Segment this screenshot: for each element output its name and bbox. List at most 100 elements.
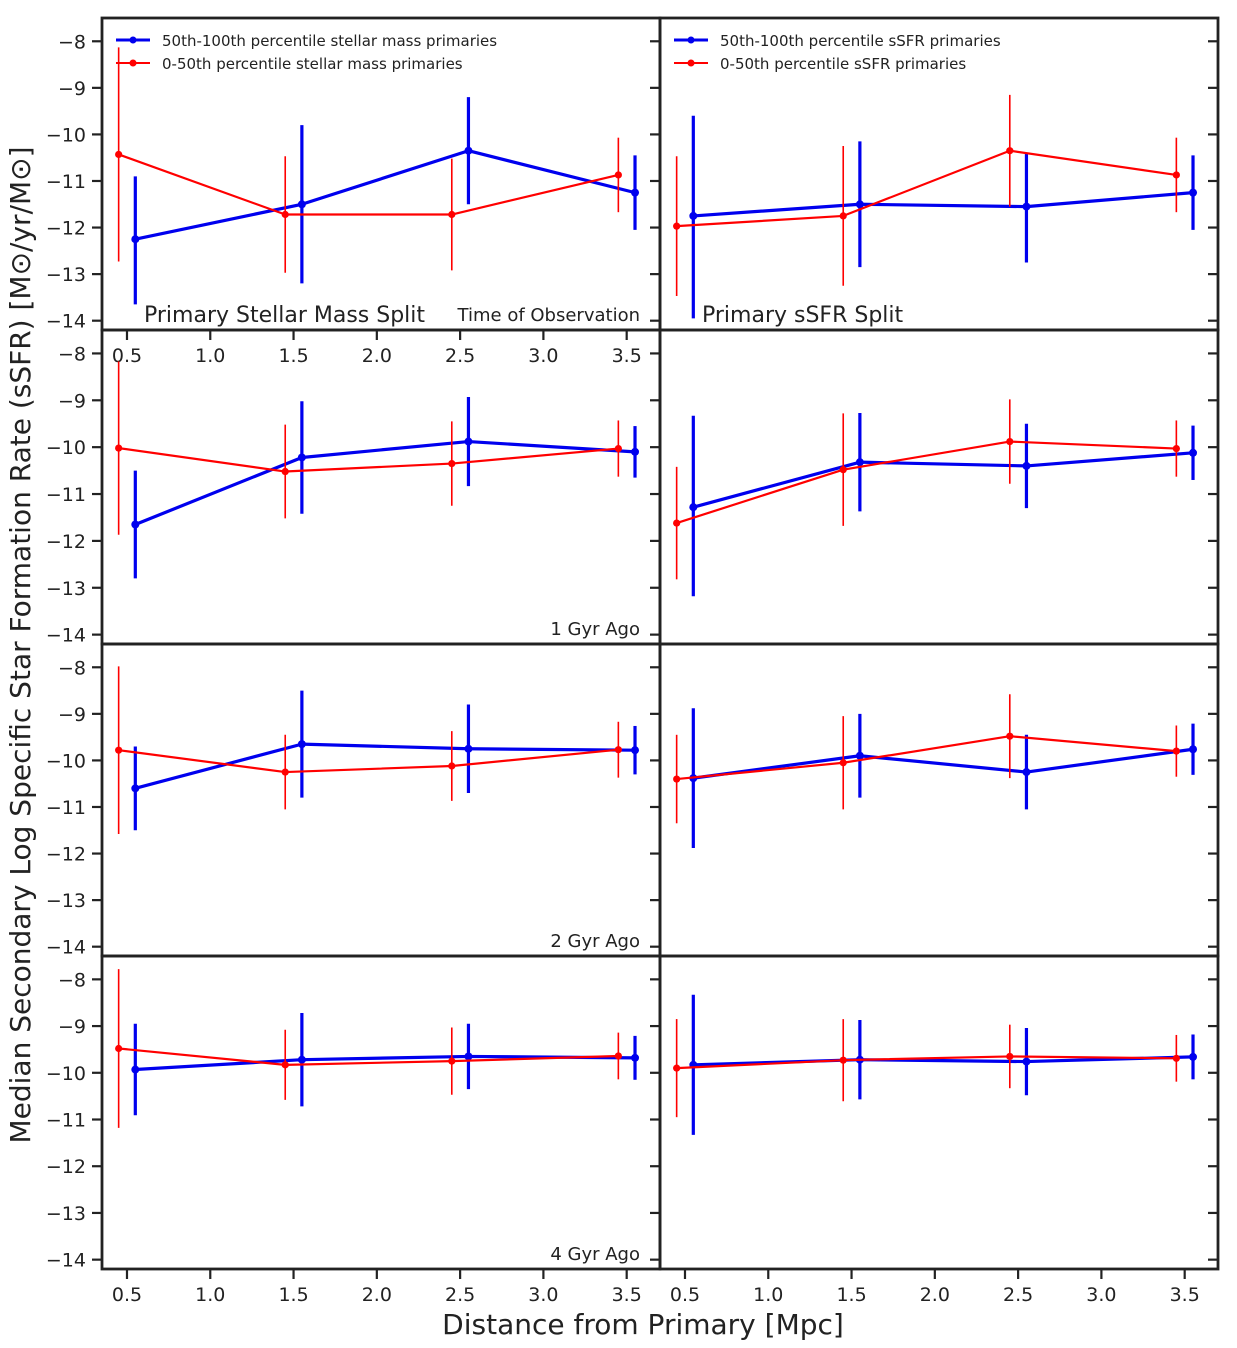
series-line (692, 451, 1194, 509)
y-tick-label: −13 (46, 578, 86, 600)
x-tick-label: 0.5 (112, 1284, 142, 1306)
x-tick-label: 3.5 (612, 1284, 642, 1306)
y-tick-label: −12 (46, 218, 86, 240)
y-tick-label: −12 (46, 844, 86, 866)
data-point (631, 447, 640, 456)
y-tick-label: −9 (58, 390, 86, 412)
data-point (614, 1052, 622, 1060)
series-line (118, 153, 619, 216)
data-point (673, 775, 681, 783)
data-point (1022, 202, 1031, 211)
y-tick-label: −13 (46, 890, 86, 912)
data-point (115, 444, 123, 452)
y-tick-label: −10 (46, 437, 86, 459)
x-tick-label: 2.0 (362, 1284, 392, 1306)
data-point (131, 235, 140, 244)
y-axis-label: Median Secondary Log Specific Star Forma… (4, 146, 37, 1143)
data-point (464, 437, 473, 446)
x-tick-label: 2.0 (362, 345, 392, 367)
panel-frame (100, 642, 662, 958)
data-point (1006, 732, 1014, 740)
data-point (631, 188, 640, 197)
data-point (1189, 188, 1198, 197)
y-tick-label: −8 (58, 343, 86, 365)
x-tick-label: 2.5 (445, 1284, 475, 1306)
data-point (855, 200, 864, 209)
data-point (1189, 1052, 1198, 1061)
data-point (448, 210, 456, 219)
x-tick-label: 2.5 (445, 345, 475, 367)
time-label: Time of Observation (457, 305, 640, 326)
series-line (676, 735, 1177, 781)
y-tick-label: −10 (46, 750, 86, 772)
data-point (1172, 747, 1180, 755)
series-high-percentile (131, 397, 640, 579)
panel-title: Primary sSFR Split (702, 303, 904, 328)
x-tick-label: 1.0 (195, 345, 225, 367)
y-tick-label: −10 (46, 124, 86, 146)
panel-title: Primary Stellar Mass Split (144, 303, 425, 328)
y-tick-label: −11 (46, 797, 86, 819)
data-point (1172, 171, 1180, 179)
data-point (131, 784, 140, 793)
x-tick-label: 0.5 (670, 1284, 700, 1306)
subplot-panel: 50th-100th percentile sSFR primaries 0-50… (658, 16, 1220, 332)
y-tick-label: −14 (46, 1250, 86, 1272)
x-tick-label: 1.0 (195, 1284, 225, 1306)
data-point (281, 1061, 289, 1069)
series-low-percentile (115, 666, 622, 834)
data-point (297, 740, 306, 749)
data-point (689, 211, 698, 220)
x-tick-label: 3.5 (612, 345, 642, 367)
data-point (1172, 1054, 1180, 1062)
legend-swatch-marker (687, 59, 695, 67)
series-line (676, 440, 1177, 525)
panel-frame (658, 954, 1220, 1271)
data-point (614, 171, 622, 179)
legend-swatch-marker (687, 36, 695, 44)
subplot-panel: −8 −9 −10 −11 −12 −13 −14 2 Gyr Ago (46, 642, 662, 959)
data-point (448, 459, 456, 468)
data-point (448, 1057, 456, 1065)
data-point (839, 212, 847, 220)
y-tick-label: −9 (58, 1016, 86, 1038)
y-tick-label: −12 (46, 1156, 86, 1178)
series-low-percentile (673, 94, 1180, 297)
x-axis-label: Distance from Primary [Mpc] (442, 1308, 844, 1341)
panel-frame (100, 328, 662, 646)
series-low-percentile (673, 694, 1180, 824)
x-tick-label: 1.0 (753, 1284, 783, 1306)
time-label: 4 Gyr Ago (550, 1244, 640, 1265)
data-point (839, 466, 847, 474)
series-line (693, 747, 1194, 780)
data-point (1006, 437, 1014, 446)
series-high-percentile (131, 97, 640, 305)
data-point (131, 520, 140, 529)
x-tick-label: 3.0 (528, 345, 558, 367)
panel-grid: −8 −9 −10 −11 −12 −13 −14 0.5 1.0 1.5 2.0 2.5 3.0 3.5… (46, 16, 1220, 1306)
series-low-percentile (673, 399, 1180, 580)
data-point (281, 467, 289, 476)
series-high-percentile (689, 115, 1198, 319)
legend-label: 0-50th percentile sSFR primaries (720, 55, 966, 73)
series-line (693, 191, 1194, 218)
x-tick-label: 0.5 (112, 345, 142, 367)
x-tick-label: 1.5 (278, 1284, 308, 1306)
data-point (855, 751, 864, 760)
series-low-percentile (115, 47, 622, 273)
y-tick-label: −11 (46, 171, 86, 193)
data-point (1172, 444, 1180, 453)
legend-swatch-marker (129, 59, 137, 67)
subplot-panel: −8 −9 −10 −11 −12 −13 −14 0.5 1.0 1.5 2.0 2.5 3.0 3.5… (46, 16, 662, 367)
data-point (614, 746, 622, 754)
time-label: 2 Gyr Ago (550, 931, 640, 952)
panel-frame (658, 328, 1220, 646)
y-tick-label: −14 (46, 937, 86, 959)
x-tick-label: 3.0 (1086, 1284, 1116, 1306)
panel-frame (658, 642, 1220, 958)
data-point (631, 1053, 640, 1062)
series-line (134, 149, 636, 241)
data-point (131, 1065, 140, 1074)
series-high-percentile (131, 690, 640, 831)
legend-label: 50th-100th percentile stellar mass prima… (162, 32, 497, 50)
